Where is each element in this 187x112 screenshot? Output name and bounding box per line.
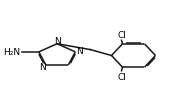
- Text: Cl: Cl: [117, 72, 126, 81]
- Text: N: N: [76, 47, 82, 56]
- Text: N: N: [54, 37, 60, 46]
- Text: N: N: [39, 62, 45, 71]
- Text: Cl: Cl: [117, 31, 126, 40]
- Text: H₂N: H₂N: [4, 48, 21, 57]
